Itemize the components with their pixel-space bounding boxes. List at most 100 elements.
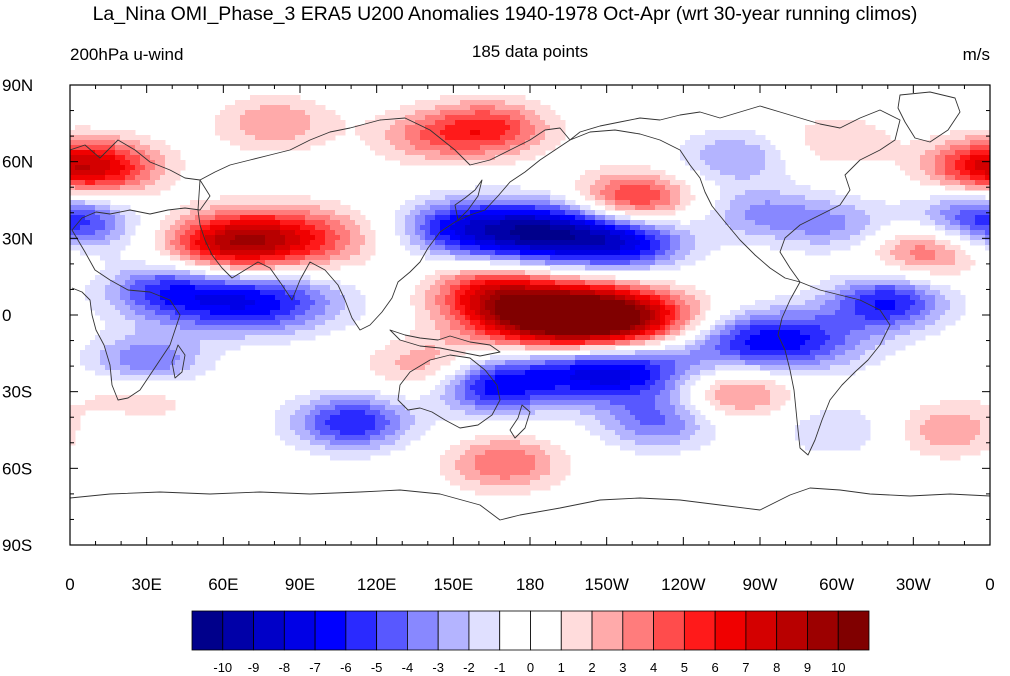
field-cell — [210, 290, 216, 296]
field-cell — [180, 230, 186, 236]
field-cell — [700, 145, 706, 151]
field-cell — [240, 260, 246, 266]
field-cell — [105, 255, 111, 261]
field-cell — [805, 210, 811, 216]
field-cell — [425, 220, 431, 226]
field-cell — [575, 290, 581, 296]
field-cell — [80, 150, 86, 156]
field-cell — [125, 170, 131, 176]
field-cell — [750, 130, 756, 136]
field-cell — [490, 260, 496, 266]
field-cell — [365, 125, 371, 131]
field-cell — [910, 310, 916, 316]
field-cell — [885, 240, 891, 246]
field-cell — [240, 120, 246, 126]
field-cell — [285, 135, 291, 141]
field-cell — [545, 190, 551, 196]
field-cell — [920, 220, 926, 226]
field-cell — [435, 190, 441, 196]
field-cell — [595, 170, 601, 176]
field-cell — [300, 290, 306, 296]
field-cell — [140, 270, 146, 276]
field-cell — [755, 200, 761, 206]
field-cell — [105, 220, 111, 226]
field-cell — [535, 285, 541, 291]
field-cell — [525, 290, 531, 296]
field-cell — [280, 305, 286, 311]
field-cell — [770, 200, 776, 206]
field-cell — [305, 215, 311, 221]
field-cell — [900, 245, 906, 251]
field-cell — [510, 275, 516, 281]
field-cell — [470, 280, 476, 286]
field-cell — [710, 145, 716, 151]
field-cell — [300, 240, 306, 246]
field-cell — [130, 180, 136, 186]
field-cell — [820, 225, 826, 231]
field-cell — [185, 310, 191, 316]
field-cell — [810, 140, 816, 146]
field-cell — [740, 230, 746, 236]
field-cell — [895, 245, 901, 251]
field-cell — [660, 250, 666, 256]
field-cell — [435, 140, 441, 146]
field-cell — [105, 240, 111, 246]
field-cell — [780, 210, 786, 216]
field-cell — [620, 230, 626, 236]
field-cell — [525, 200, 531, 206]
field-cell — [735, 135, 741, 141]
field-cell — [205, 255, 211, 261]
field-cell — [100, 245, 106, 251]
field-cell — [455, 245, 461, 251]
field-cell — [835, 280, 841, 286]
field-cell — [900, 290, 906, 296]
field-cell — [825, 305, 831, 311]
field-cell — [260, 140, 266, 146]
field-cell — [230, 130, 236, 136]
field-cell — [570, 310, 576, 316]
field-cell — [325, 290, 331, 296]
field-cell — [450, 140, 456, 146]
field-cell — [620, 185, 626, 191]
field-cell — [240, 105, 246, 111]
field-cell — [960, 135, 966, 141]
field-cell — [880, 305, 886, 311]
field-cell — [475, 270, 481, 276]
field-cell — [430, 210, 436, 216]
field-cell — [225, 125, 231, 131]
field-cell — [140, 310, 146, 316]
field-cell — [100, 150, 106, 156]
field-cell — [410, 250, 416, 256]
field-cell — [775, 240, 781, 246]
field-cell — [700, 165, 706, 171]
field-cell — [955, 170, 961, 176]
field-cell — [645, 290, 651, 296]
field-cell — [260, 225, 266, 231]
field-cell — [135, 170, 141, 176]
field-cell — [190, 285, 196, 291]
field-cell — [560, 245, 566, 251]
field-cell — [155, 155, 161, 161]
field-cell — [950, 215, 956, 221]
field-cell — [595, 310, 601, 316]
field-cell — [690, 140, 696, 146]
field-cell — [660, 290, 666, 296]
field-cell — [785, 230, 791, 236]
field-cell — [405, 145, 411, 151]
field-cell — [620, 295, 626, 301]
field-cell — [535, 140, 541, 146]
field-cell — [955, 205, 961, 211]
field-cell — [195, 210, 201, 216]
field-cell — [855, 225, 861, 231]
field-cell — [170, 180, 176, 186]
field-cell — [670, 185, 676, 191]
field-cell — [160, 310, 166, 316]
field-cell — [955, 230, 961, 236]
field-cell — [675, 300, 681, 306]
field-cell — [130, 175, 136, 181]
field-cell — [325, 285, 331, 291]
field-cell — [955, 310, 961, 316]
field-cell — [320, 130, 326, 136]
field-cell — [640, 290, 646, 296]
field-cell — [220, 250, 226, 256]
